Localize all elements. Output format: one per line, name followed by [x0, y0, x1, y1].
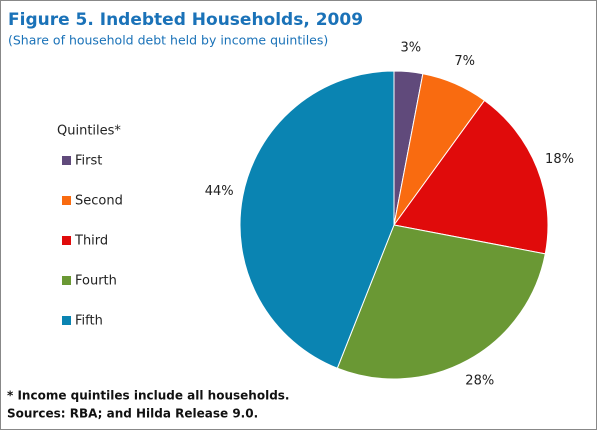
legend-swatch	[62, 276, 71, 285]
legend-label: First	[75, 154, 102, 169]
chart-title: Figure 5. Indebted Households, 2009	[8, 10, 363, 30]
legend-label: Fifth	[75, 314, 103, 329]
source: Sources: RBA; and Hilda Release 9.0.	[7, 407, 258, 421]
chart-subtitle: (Share of household debt held by income …	[8, 33, 328, 48]
pie-slice	[336, 224, 546, 380]
footnote: * Income quintiles include all household…	[7, 389, 290, 403]
legend-swatch	[62, 236, 71, 245]
pie-slice	[393, 99, 549, 255]
legend-label: Fourth	[75, 274, 117, 289]
data-label: 28%	[465, 373, 494, 388]
data-label: 7%	[454, 54, 475, 69]
legend-title: Quintiles*	[57, 124, 121, 139]
data-label: 44%	[205, 184, 234, 199]
legend-swatch	[62, 316, 71, 325]
legend-label: Second	[75, 194, 123, 209]
legend-swatch	[62, 156, 71, 165]
pie-slice	[239, 70, 395, 369]
data-label: 3%	[400, 40, 421, 55]
legend-swatch	[62, 196, 71, 205]
legend-label: Third	[74, 234, 108, 249]
data-label: 18%	[545, 152, 574, 167]
